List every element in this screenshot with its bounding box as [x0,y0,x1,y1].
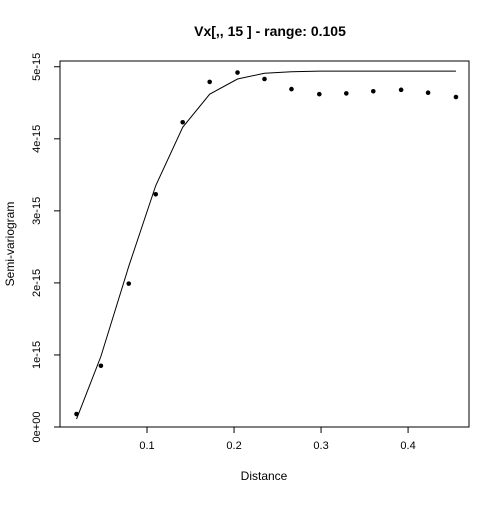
y-axis: 0e+00 1e-15 2e-15 3e-15 4e-15 5e-15 [31,53,61,443]
plot-frame [59,60,470,428]
y-axis-label: Semi-variogram [3,202,17,287]
y-tick-label: 4e-15 [31,125,43,153]
data-point [289,86,294,92]
x-tick-label: 0.3 [313,440,328,452]
y-tick-label: 2e-15 [31,269,43,297]
y-tick-label: 0e+00 [31,412,43,443]
data-point [317,91,322,97]
data-point [425,90,431,95]
data-point [235,70,240,75]
data-point [153,191,159,197]
data-point [262,76,267,82]
chart-title: Vx[,, 15 ] - range: 0.105 [194,23,346,39]
data-point [180,119,185,125]
data-point [453,94,459,100]
data-point [74,411,79,417]
data-point [370,88,376,94]
x-tick-label: 0.4 [400,440,415,452]
data-point [398,87,404,93]
y-tick-label: 3e-15 [31,197,43,225]
y-tick-label: 5e-15 [31,53,43,81]
x-axis-label: Distance [241,469,288,483]
x-tick-label: 0.1 [139,440,154,452]
data-point [344,91,349,96]
data-point [207,79,212,85]
x-axis: 0.1 0.2 0.3 0.4 [139,426,416,452]
y-tick-label: 1e-15 [31,341,43,369]
model-line [76,70,456,420]
data-point [98,363,104,369]
x-tick-label: 0.2 [226,440,241,452]
data-point [126,281,132,286]
points-layer [74,70,459,417]
